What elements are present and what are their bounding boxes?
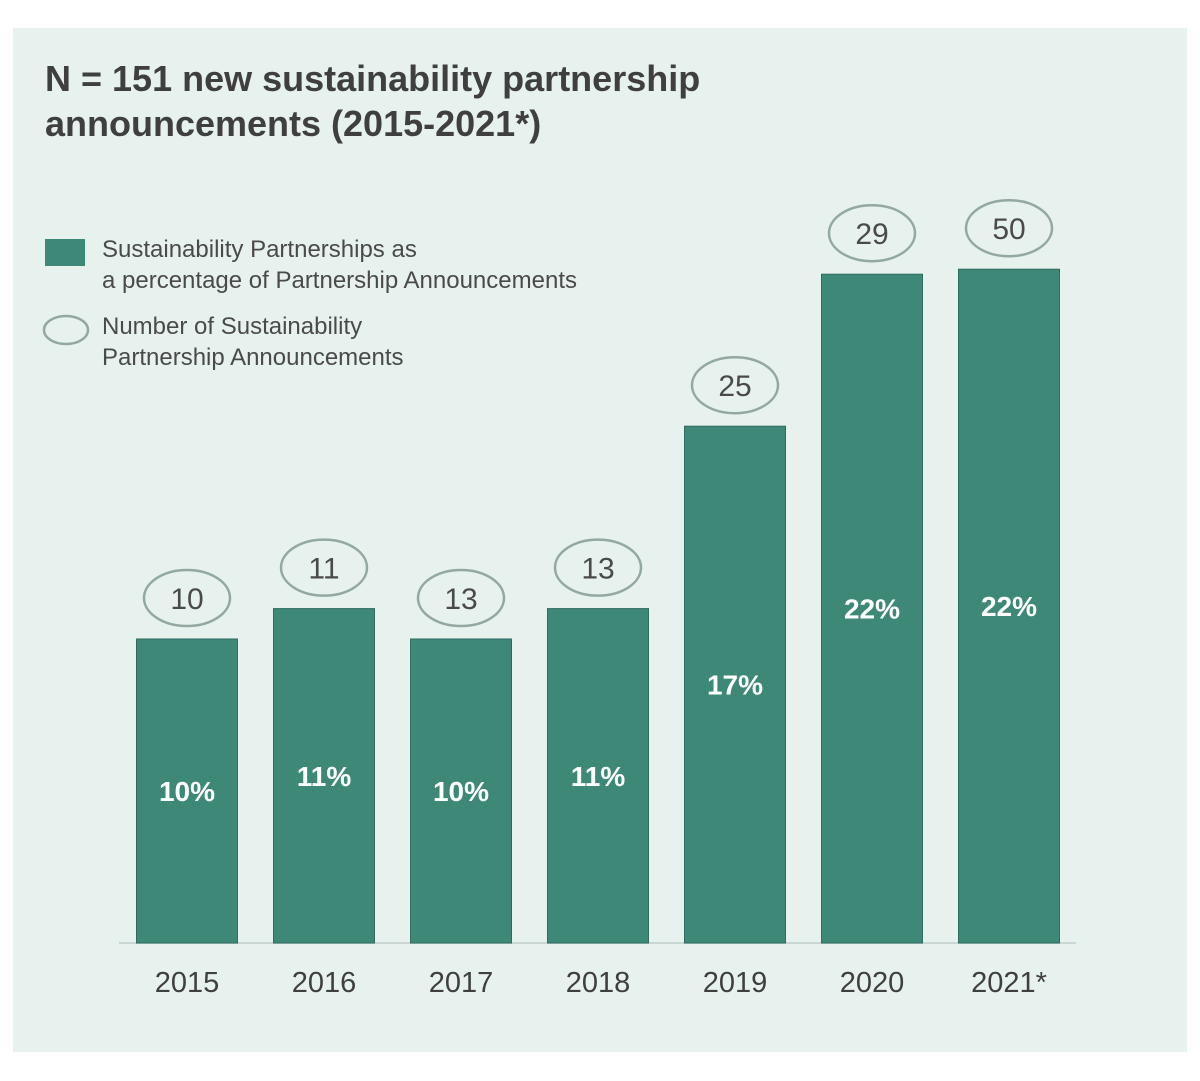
count-label: 25 (718, 370, 751, 403)
legend-ellipse-label-line2: Partnership Announcements (102, 344, 404, 371)
bar-percentage-label: 11% (571, 761, 626, 792)
bar-percentage-label: 22% (981, 591, 1037, 622)
legend-bar-swatch (45, 239, 85, 266)
bar-chart: Sustainability Partnerships as a percent… (0, 0, 1200, 1081)
x-tick-label: 2018 (566, 967, 631, 999)
x-axis-tick-labels: 2015 2016 2017 2018 2019 2020 2021* (155, 967, 1047, 999)
x-tick-label: 2015 (155, 967, 220, 999)
bar-percentage-label: 22% (844, 594, 900, 625)
count-label: 10 (170, 583, 203, 616)
bar-percentage-label: 10% (433, 776, 489, 807)
count-label: 50 (992, 213, 1025, 246)
bar-percentage-label: 10% (159, 776, 215, 807)
x-tick-label: 2021* (971, 967, 1047, 999)
legend-ellipse-swatch (44, 316, 88, 344)
count-label: 11 (308, 553, 339, 586)
count-label: 13 (444, 583, 477, 616)
legend-ellipse-label-line1: Number of Sustainability (102, 313, 362, 340)
count-label: 13 (581, 553, 614, 586)
bar-percentage-label: 17% (707, 670, 763, 701)
x-tick-label: 2020 (840, 967, 905, 999)
legend-bar-label-line2: a percentage of Partnership Announcement… (102, 267, 577, 294)
bar-percentage-label: 11% (297, 761, 352, 792)
legend: Sustainability Partnerships as a percent… (44, 236, 577, 371)
x-tick-label: 2019 (703, 967, 768, 999)
count-label: 29 (855, 218, 888, 251)
x-tick-label: 2017 (429, 967, 494, 999)
x-tick-label: 2016 (292, 967, 357, 999)
legend-bar-label-line1: Sustainability Partnerships as (102, 236, 417, 263)
